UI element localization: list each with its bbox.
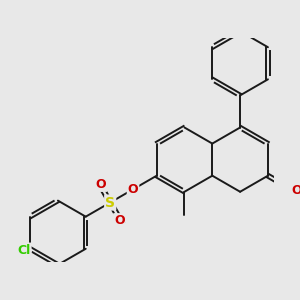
Text: O: O — [96, 178, 106, 191]
Text: O: O — [291, 184, 300, 197]
Text: O: O — [114, 214, 125, 227]
Text: Cl: Cl — [17, 244, 31, 256]
Text: O: O — [128, 183, 138, 196]
Text: S: S — [105, 196, 115, 209]
